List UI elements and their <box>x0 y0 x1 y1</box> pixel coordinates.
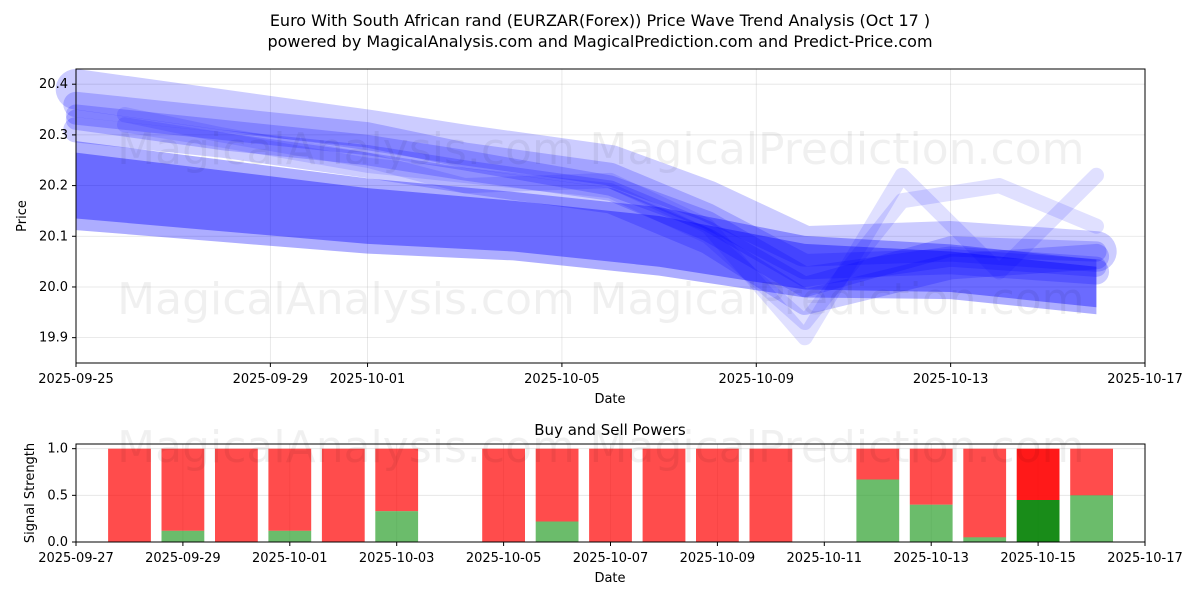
price-x-tick-label: 2025-09-25 <box>38 372 114 387</box>
price-y-label: Price <box>15 200 30 232</box>
price-y-axis: 19.9 20.0 20.1 20.2 20.3 20.4 <box>39 77 76 346</box>
sell-bar <box>589 448 632 542</box>
sell-bar <box>696 448 739 542</box>
watermark-prediction: MagicalPrediction.com <box>590 422 1085 473</box>
buy-sell-title: Buy and Sell Powers <box>534 421 686 439</box>
buy-bar <box>535 521 579 542</box>
price-plot-frame <box>75 68 1146 364</box>
chart-title-line2: powered by MagicalAnalysis.com and Magic… <box>267 32 932 51</box>
buy-bar <box>909 504 953 542</box>
buy-sell-x-label: Date <box>594 571 625 586</box>
price-y-tick-label: 20.0 <box>39 280 68 295</box>
watermark-analysis: MagicalAnalysis.com <box>117 124 575 175</box>
sell-bar <box>482 448 525 542</box>
wave-series-wave-4 <box>63 117 1110 315</box>
watermark-prediction: MagicalPrediction.com <box>590 124 1085 175</box>
long-term-wave-outer <box>76 141 1097 315</box>
price-y-tick-label: 20.1 <box>39 229 68 244</box>
wave-series-wave-6 <box>116 106 1105 346</box>
watermark-analysis: MagicalAnalysis.com <box>117 422 575 473</box>
price-x-tick-label: 2025-10-13 <box>913 372 989 387</box>
buy-bar <box>1070 495 1113 542</box>
price-grid <box>75 69 1146 363</box>
wave-series-wave-7 <box>116 117 1105 331</box>
buy-bar <box>268 530 312 542</box>
buy-bar <box>161 530 205 542</box>
long-term-wave-inner <box>76 152 1097 308</box>
chart-title-line1: Euro With South African rand (EURZAR(For… <box>270 11 930 30</box>
sell-bar <box>856 448 900 480</box>
buy-sell-y-tick-label: 0.5 <box>47 488 68 503</box>
buy-sell-y-tick-label: 1.0 <box>47 442 68 457</box>
wave-series-wave-3 <box>63 91 1110 285</box>
sell-bar <box>1070 448 1113 496</box>
price-y-tick-label: 20.3 <box>39 128 68 143</box>
price-x-tick-label: 2025-10-05 <box>524 372 600 387</box>
buy-sell-x-tick-label: 2025-10-01 <box>252 551 328 566</box>
buy-bar <box>963 537 1007 542</box>
buy-sell-x-tick-label: 2025-10-07 <box>573 551 649 566</box>
buy-sell-x-tick-label: 2025-10-05 <box>466 551 542 566</box>
buy-sell-y-axis: 0.0 0.5 1.0 <box>47 442 76 550</box>
buy-sell-bars <box>108 448 1113 542</box>
buy-sell-x-tick-label: 2025-10-15 <box>1000 551 1076 566</box>
watermark-analysis: MagicalAnalysis.com <box>117 274 575 325</box>
price-x-axis: 2025-09-25 2025-09-29 2025-10-01 2025-10-05… <box>38 363 1183 387</box>
buy-bar <box>856 479 900 542</box>
price-watermarks: MagicalAnalysis.com MagicalPrediction.co… <box>117 124 1084 325</box>
price-y-tick-label: 19.9 <box>39 331 68 346</box>
sell-bar <box>161 448 205 531</box>
sell-bar <box>963 448 1007 538</box>
wave-series-wave-1 <box>65 104 1107 287</box>
sell-bar <box>909 448 953 505</box>
price-plot-area <box>76 69 1145 363</box>
price-y-tick-label: 20.4 <box>39 77 68 92</box>
sell-bar <box>642 448 686 542</box>
price-waves <box>55 69 1117 346</box>
buy-sell-x-tick-label: 2025-09-27 <box>38 551 114 566</box>
price-y-tick-label: 20.2 <box>39 179 68 194</box>
price-wave-panel: MagicalAnalysis.com MagicalPrediction.co… <box>15 68 1183 407</box>
buy-sell-panel: Buy and Sell Powers MagicalAnalysis.com … <box>23 421 1183 586</box>
wave-series-wave-5 <box>55 69 1117 272</box>
buy-sell-x-axis: 2025-09-27 2025-09-29 2025-10-01 2025-10-03… <box>38 542 1183 566</box>
sell-bar <box>375 448 419 512</box>
buy-sell-y-label: Signal Strength <box>23 443 38 543</box>
price-x-tick-label: 2025-10-17 <box>1107 372 1183 387</box>
buy-sell-x-tick-label: 2025-10-09 <box>680 551 756 566</box>
buy-sell-y-tick-label: 0.0 <box>47 535 68 550</box>
price-x-tick-label: 2025-10-01 <box>330 372 406 387</box>
price-x-label: Date <box>594 392 625 407</box>
sell-bar <box>749 448 793 542</box>
buy-bar <box>375 511 419 542</box>
price-x-tick-label: 2025-10-09 <box>718 372 794 387</box>
buy-bar <box>1016 500 1060 542</box>
sell-bar <box>215 448 258 542</box>
sell-bar <box>321 448 365 542</box>
wave-series-wave-2 <box>65 109 1107 298</box>
sell-bar <box>268 448 312 531</box>
buy-sell-x-tick-label: 2025-10-11 <box>787 551 863 566</box>
sell-bar <box>108 448 151 542</box>
sell-bar <box>1016 448 1060 500</box>
buy-sell-x-tick-label: 2025-10-03 <box>359 551 435 566</box>
price-x-tick-label: 2025-09-29 <box>233 372 309 387</box>
buy-sell-x-tick-label: 2025-10-13 <box>893 551 969 566</box>
buy-sell-x-tick-label: 2025-10-17 <box>1107 551 1183 566</box>
sell-bar <box>535 448 579 522</box>
watermark-prediction: MagicalPrediction.com <box>590 274 1085 325</box>
buy-sell-x-tick-label: 2025-09-29 <box>145 551 221 566</box>
buy-sell-watermarks: MagicalAnalysis.com MagicalPrediction.co… <box>117 422 1084 473</box>
